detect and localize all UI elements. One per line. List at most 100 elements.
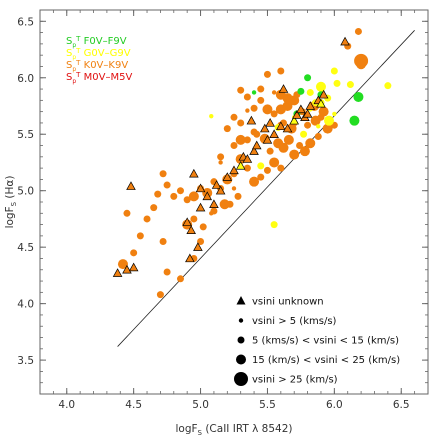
data-point-G <box>346 81 354 89</box>
data-point-G <box>330 67 338 75</box>
data-point-triangle <box>122 264 132 274</box>
data-point-F <box>349 115 360 126</box>
data-point-K <box>190 215 198 223</box>
data-point-K <box>209 211 214 216</box>
data-point-triangle <box>186 225 196 234</box>
data-point-K <box>117 259 128 270</box>
legend-label: 15 (km/s) < vsini < 25 (km/s) <box>252 355 400 366</box>
data-point-K <box>183 196 191 204</box>
data-point-K <box>277 164 285 172</box>
data-point-K <box>154 190 162 198</box>
data-point-triangle <box>278 84 289 93</box>
data-point-K <box>176 187 184 195</box>
data-point-K <box>263 70 271 78</box>
y-tick-label: 5.0 <box>17 186 34 198</box>
data-point-K <box>197 238 205 246</box>
data-point-triangle <box>215 185 226 195</box>
data-point-K <box>199 223 207 231</box>
data-point-K <box>277 67 285 75</box>
data-point-K <box>317 113 325 121</box>
data-point-K <box>159 238 167 246</box>
data-point-K <box>243 93 251 101</box>
legend-circle-icon <box>238 318 244 323</box>
data-point-K <box>226 200 234 208</box>
x-axis-title: logFS (CaII IRT λ 8542) <box>176 423 293 436</box>
data-point-K <box>123 209 131 217</box>
y-tick-label: 6.0 <box>17 73 34 85</box>
legend-circle-icon <box>236 354 246 365</box>
legend-label: vsini > 5 (kms/s) <box>252 316 337 327</box>
y-tick-label: 5.5 <box>17 129 34 141</box>
data-point-K <box>322 123 333 134</box>
data-point-triangle <box>182 217 192 227</box>
data-point-G <box>333 79 341 87</box>
data-point-triangle <box>193 242 203 251</box>
x-tick-label: 6.5 <box>393 399 410 411</box>
data-point-F <box>304 74 312 82</box>
data-point-K <box>245 108 250 113</box>
data-point-triangle <box>126 181 136 190</box>
data-point-G <box>323 115 334 126</box>
data-point-K <box>305 138 316 149</box>
y-tick-label: 4.5 <box>17 242 34 254</box>
data-point-F <box>353 91 364 102</box>
data-point-triangle <box>292 110 302 119</box>
data-point-triangle <box>189 168 199 178</box>
data-point-K <box>278 142 289 153</box>
data-point-K <box>289 149 300 160</box>
data-point-triangle <box>229 165 239 175</box>
fit-line <box>117 30 415 347</box>
data-point-K <box>269 157 280 168</box>
data-point-K <box>219 199 230 210</box>
data-point-triangle <box>262 134 273 144</box>
data-point-triangle <box>209 199 219 208</box>
marker-size-legend: vsini unknown vsini > 5 (kms/s) 5 (kms/s) … <box>234 296 400 386</box>
legend-label: 5 (kms/s) < vsini < 15 (km/s) <box>252 336 399 347</box>
data-point-K <box>304 121 312 129</box>
data-point-triangle <box>289 115 300 125</box>
data-point-triangle <box>305 101 316 110</box>
legend-label: vsini > 25 (km/s) <box>252 375 338 386</box>
spectral-type-label: SpT G0V–G9V <box>66 47 131 61</box>
data-point-K <box>237 119 245 127</box>
data-point-K <box>217 153 225 161</box>
data-point-G <box>306 88 314 96</box>
data-point-triangle <box>318 89 329 99</box>
data-point-K <box>354 27 362 35</box>
data-point-F <box>251 90 257 95</box>
data-point-triangle <box>185 253 195 263</box>
data-point-K <box>299 146 310 157</box>
data-point-K <box>223 125 231 133</box>
data-point-K <box>156 291 164 299</box>
data-point-K <box>270 110 278 118</box>
data-point-K <box>163 268 171 276</box>
data-point-G <box>300 130 308 138</box>
y-axis-title: logFS (Hα) <box>4 176 18 229</box>
data-point-K <box>143 215 151 223</box>
y-tick-labels: 3.5 4.0 4.5 5.0 5.5 6.0 6.5 <box>17 16 34 367</box>
data-point-K <box>243 164 251 172</box>
data-point-K <box>130 249 138 257</box>
data-point-K <box>234 192 242 200</box>
legend-circle-icon <box>237 336 245 344</box>
legend-circle-icon <box>234 372 248 386</box>
data-point-K <box>237 86 245 94</box>
data-point-K <box>271 90 277 95</box>
x-tick-labels: 4.0 4.5 5.0 5.5 6.0 6.5 <box>58 399 409 411</box>
data-point-K <box>262 104 273 115</box>
data-point-triangle <box>242 154 253 163</box>
data-point-triangle <box>282 123 293 133</box>
y-tick-label: 4.0 <box>17 299 34 311</box>
data-point-triangle <box>235 160 246 170</box>
legend-triangle-icon <box>236 296 246 305</box>
data-point-triangle <box>276 121 286 131</box>
data-point-triangle <box>259 123 270 133</box>
data-point-K <box>257 85 265 93</box>
data-point-K <box>150 204 158 212</box>
data-point-triangle <box>222 172 233 181</box>
data-point-K <box>250 104 258 112</box>
data-point-K <box>257 173 265 181</box>
data-point-triangle <box>195 183 206 193</box>
